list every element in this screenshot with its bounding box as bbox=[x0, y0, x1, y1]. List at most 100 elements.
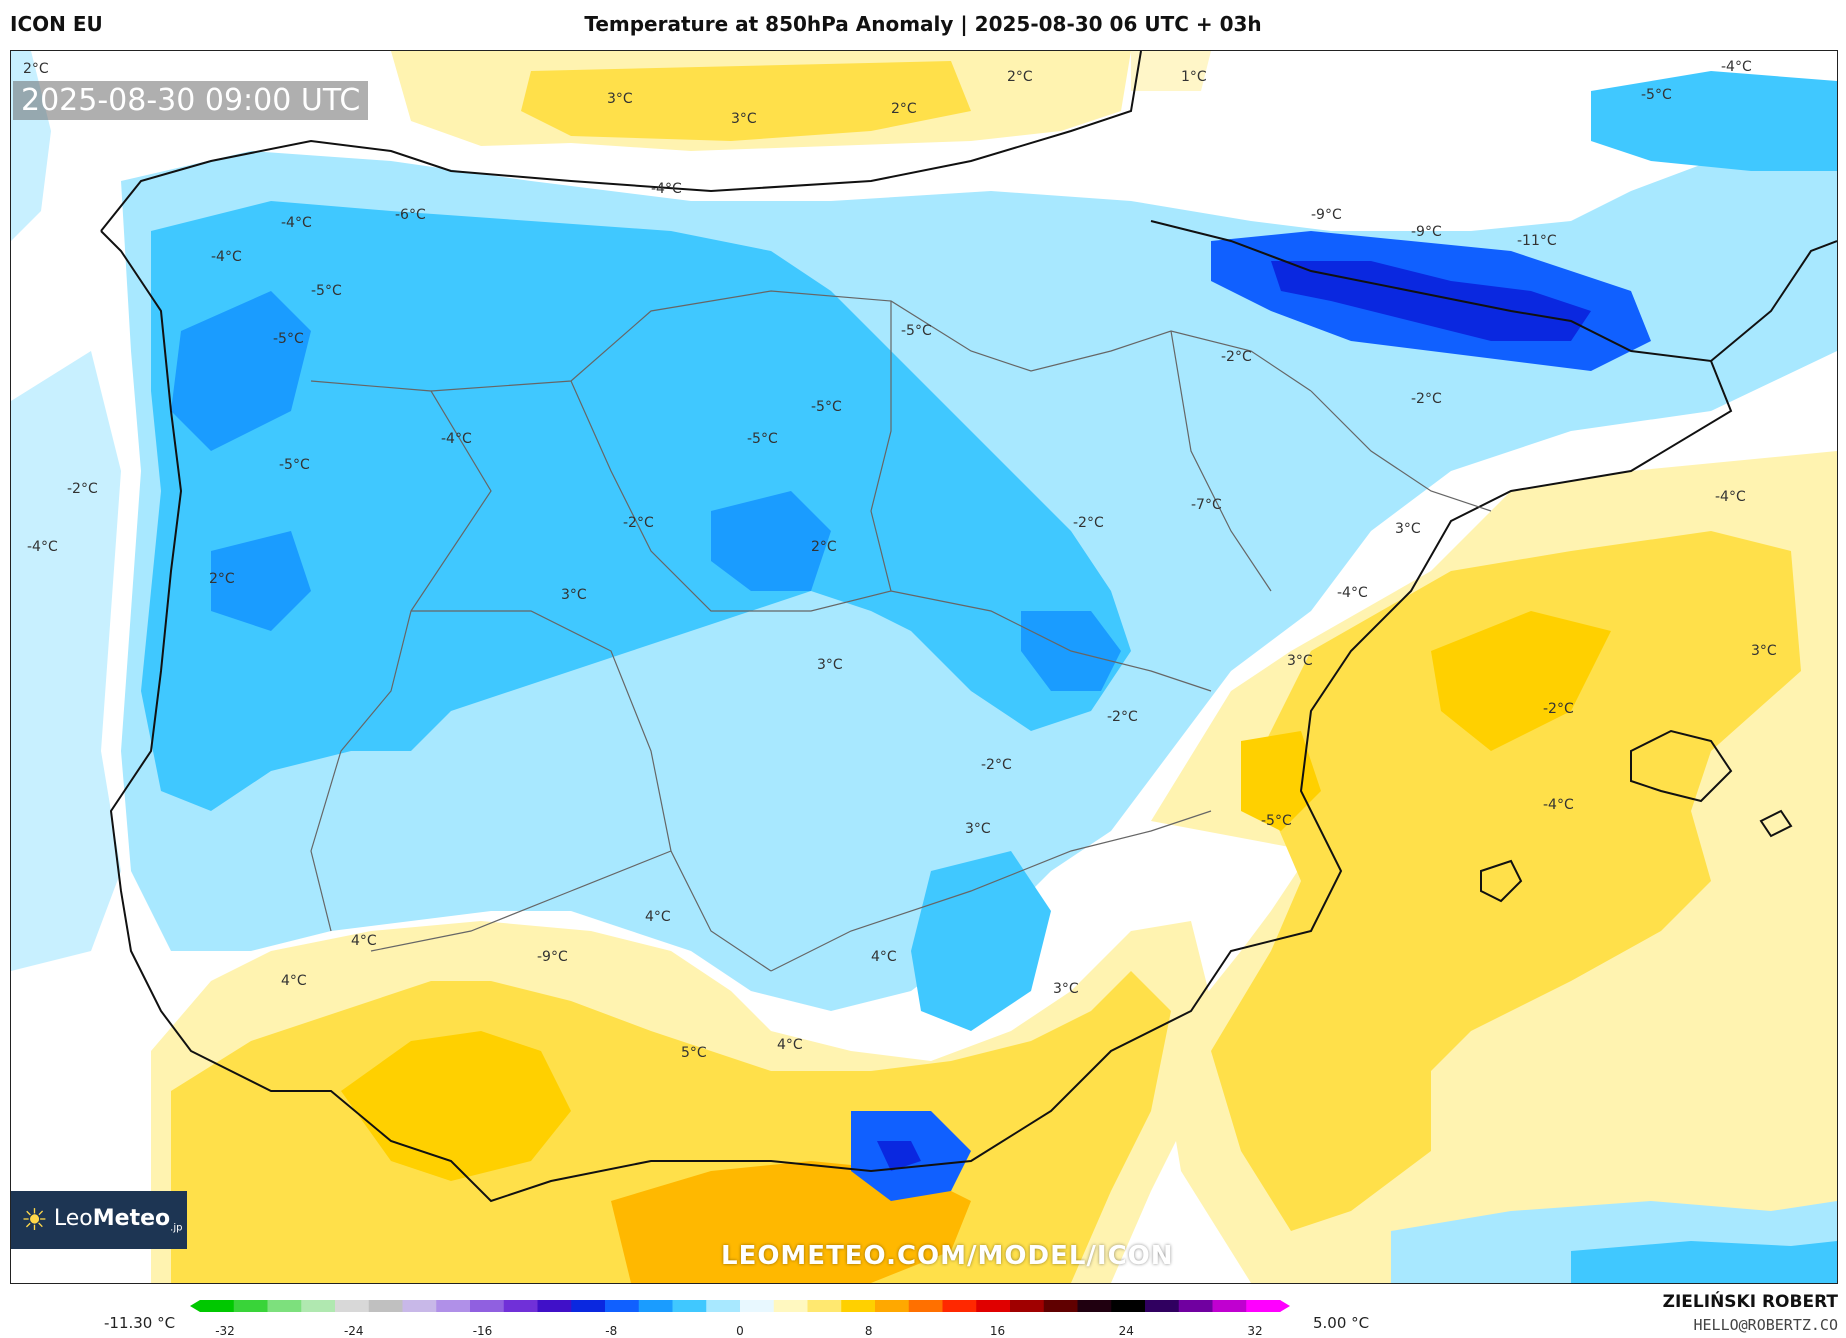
colorbar bbox=[190, 1300, 1290, 1312]
colorbar-swatch bbox=[200, 1300, 235, 1312]
temp-label: -9°C bbox=[537, 949, 568, 965]
temp-label: 2°C bbox=[891, 101, 917, 117]
temp-label: 2°C bbox=[23, 61, 49, 77]
colorbar-swatch bbox=[503, 1300, 538, 1312]
temperature-labels: 2°C 3°C 3°C 2°C 2°C 1°C -5°C -4°C -4°C -… bbox=[23, 59, 1777, 1061]
temp-label: -5°C bbox=[1261, 813, 1292, 829]
temp-label: 3°C bbox=[561, 587, 587, 603]
temp-label: -5°C bbox=[901, 323, 932, 339]
colorbar-swatch bbox=[368, 1300, 403, 1312]
temp-label: -4°C bbox=[1715, 489, 1746, 505]
cold-anomaly-areas bbox=[11, 51, 1837, 1283]
temp-label: 4°C bbox=[351, 933, 377, 949]
temp-label: -2°C bbox=[981, 757, 1012, 773]
temp-label: -2°C bbox=[1221, 349, 1252, 365]
temp-label: -4°C bbox=[651, 181, 682, 197]
colorbar-tick-label: 0 bbox=[736, 1324, 744, 1338]
colorbar-swatch bbox=[942, 1300, 977, 1312]
colorbar-swatch bbox=[1178, 1300, 1213, 1312]
colorbar-swatch bbox=[908, 1300, 943, 1312]
temp-label: 3°C bbox=[817, 657, 843, 673]
author-name: ZIELIŃSKI ROBERT bbox=[1662, 1292, 1838, 1312]
colorbar-tick-label: -32 bbox=[215, 1324, 235, 1338]
temp-label: 2°C bbox=[209, 571, 235, 587]
colorbar-swatch bbox=[335, 1300, 370, 1312]
temp-label: 3°C bbox=[1395, 521, 1421, 537]
colorbar-tick-label: 32 bbox=[1247, 1324, 1263, 1338]
temp-label: -9°C bbox=[1311, 207, 1342, 223]
colorbar-swatch bbox=[1010, 1300, 1045, 1312]
colorbar-swatch bbox=[773, 1300, 808, 1312]
temp-label: -2°C bbox=[1107, 709, 1138, 725]
colorbar-tick-label: 16 bbox=[989, 1324, 1006, 1338]
temp-label: -9°C bbox=[1411, 224, 1442, 240]
colorbar-min-label: -11.30 °C bbox=[104, 1314, 176, 1332]
author-email[interactable]: HELLO@ROBERTZ.CO bbox=[1693, 1316, 1839, 1334]
temp-label: -2°C bbox=[67, 481, 98, 497]
colorbar-swatch bbox=[1043, 1300, 1078, 1312]
temp-label: -5°C bbox=[279, 457, 310, 473]
colorbar-swatch bbox=[706, 1300, 741, 1312]
colorbar-swatch bbox=[1246, 1300, 1281, 1312]
colorbar-swatch bbox=[1077, 1300, 1112, 1312]
watermark-url: LEOMETEO.COM/MODEL/ICON bbox=[721, 1241, 1174, 1271]
temp-label: 2°C bbox=[1007, 69, 1033, 85]
temp-label: 4°C bbox=[645, 909, 671, 925]
temp-label: 3°C bbox=[1053, 981, 1079, 997]
colorbar-swatch bbox=[1145, 1300, 1180, 1312]
colorbar-arrow-right bbox=[1280, 1300, 1290, 1312]
sun-icon: ☀ bbox=[21, 1202, 48, 1238]
temp-label: 4°C bbox=[281, 973, 307, 989]
footer: -11.30 °C -32 -24 -16 -8 0 8 16 24 32 5.00 °C ZI… bbox=[0, 1282, 1846, 1338]
temp-label: -11°C bbox=[1517, 233, 1557, 249]
colorbar-tick-label: -8 bbox=[605, 1324, 618, 1338]
chart-title: Temperature at 850hPa Anomaly | 2025-08-… bbox=[584, 12, 1262, 36]
logo-text: LeoMeteo.jp bbox=[53, 1206, 183, 1234]
colorbar-swatch bbox=[976, 1300, 1011, 1312]
colorbar-swatch bbox=[537, 1300, 572, 1312]
colorbar-tick-label: 24 bbox=[1118, 1324, 1134, 1338]
colorbar-swatch bbox=[875, 1300, 910, 1312]
temp-label: -4°C bbox=[211, 249, 242, 265]
temp-label: -5°C bbox=[747, 431, 778, 447]
temp-label: 3°C bbox=[731, 111, 757, 127]
colorbar-swatch bbox=[233, 1300, 268, 1312]
temp-label: 3°C bbox=[1287, 653, 1313, 669]
colorbar-tick-label: -24 bbox=[343, 1324, 364, 1338]
region-borders bbox=[310, 290, 1492, 972]
valid-time-badge: 2025-08-30 09:00 UTC bbox=[13, 81, 369, 120]
balearic-islands bbox=[1480, 729, 1793, 903]
colorbar-arrow-left bbox=[190, 1300, 200, 1312]
temp-label: -2°C bbox=[1073, 515, 1104, 531]
colorbar-swatch bbox=[638, 1300, 673, 1312]
colorbar-swatch bbox=[571, 1300, 606, 1312]
leometeo-logo[interactable]: ☀ LeoMeteo.jp bbox=[11, 1191, 187, 1249]
temp-label: -5°C bbox=[273, 331, 304, 347]
temp-label: 1°C bbox=[1181, 69, 1207, 85]
temp-label: 5°C bbox=[681, 1045, 707, 1061]
colorbar-tick-label: 8 bbox=[864, 1324, 873, 1338]
colorbar-swatch bbox=[436, 1300, 471, 1312]
temp-label: -4°C bbox=[1543, 797, 1574, 813]
colorbar-swatch bbox=[841, 1300, 876, 1312]
colorbar-swatch bbox=[672, 1300, 707, 1312]
temp-label: 3°C bbox=[1751, 643, 1777, 659]
model-name: ICON EU bbox=[10, 12, 103, 36]
temp-label: -4°C bbox=[27, 539, 58, 555]
temp-label: -4°C bbox=[281, 215, 312, 231]
colorbar-tick-label: -16 bbox=[472, 1324, 493, 1338]
colorbar-swatch bbox=[807, 1300, 842, 1312]
temp-label: -2°C bbox=[623, 515, 654, 531]
temp-label: 2°C bbox=[811, 539, 837, 555]
colorbar-swatch bbox=[740, 1300, 775, 1312]
colorbar-swatch bbox=[301, 1300, 336, 1312]
temp-label: -5°C bbox=[1641, 87, 1672, 103]
temp-label: -2°C bbox=[1543, 701, 1574, 717]
temp-label: -4°C bbox=[1337, 585, 1368, 601]
temp-label: 4°C bbox=[871, 949, 897, 965]
temp-label: 3°C bbox=[607, 91, 633, 107]
temp-label: -7°C bbox=[1191, 497, 1222, 513]
map-panel[interactable]: 2°C 3°C 3°C 2°C 2°C 1°C -5°C -4°C -4°C -… bbox=[10, 50, 1838, 1284]
colorbar-max-label: 5.00 °C bbox=[1313, 1314, 1370, 1332]
colorbar-swatch bbox=[470, 1300, 505, 1312]
